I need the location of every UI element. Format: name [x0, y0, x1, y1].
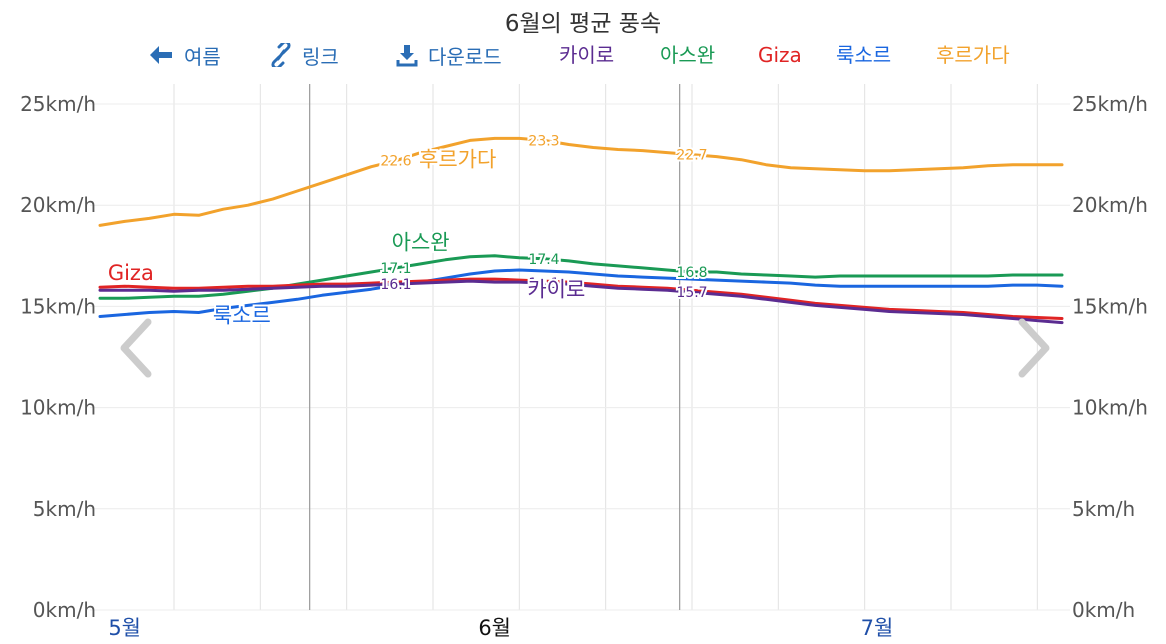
back-button[interactable]: 여름 [148, 40, 221, 70]
data-label: 22.6 [380, 154, 411, 170]
chevron-right-icon[interactable] [1012, 318, 1052, 378]
series-label: Giza [108, 261, 154, 285]
data-label: 22.7 [676, 148, 707, 164]
y-tick-label-right: 25km/h [1072, 92, 1148, 116]
y-tick-label-left: 15km/h [20, 294, 96, 318]
y-tick-label-left: 5km/h [33, 497, 96, 521]
x-tick-label: 5월 [108, 616, 141, 640]
y-tick-label-right: 5km/h [1072, 497, 1135, 521]
data-label: 17.4 [528, 252, 559, 268]
x-tick-label: 7월 [861, 616, 894, 640]
series-line [98, 277, 1064, 320]
legend-item-cairo[interactable]: 카이로 [559, 43, 615, 67]
data-label: 17.1 [380, 261, 411, 277]
data-label: 16.1 [380, 277, 411, 293]
link-button[interactable]: 링크 [270, 40, 339, 70]
arrow-left-icon [150, 46, 172, 64]
legend-item-aswan[interactable]: 아스완 [660, 43, 716, 67]
download-button[interactable]: 다운로드 [396, 40, 502, 70]
legend-item-luxor[interactable]: 룩소르 [836, 43, 892, 67]
series-label: 후르가다 [419, 148, 496, 172]
series-label: 룩소르 [213, 304, 271, 328]
legend-item-hurghada[interactable]: 후르가다 [936, 43, 1010, 67]
y-tick-label-left: 20km/h [20, 193, 96, 217]
chart-title: 6월의 평균 풍속 [504, 11, 662, 37]
series-label: 아스완 [392, 231, 450, 255]
y-tick-label-right: 0km/h [1072, 598, 1135, 622]
chevron-left-icon[interactable] [118, 318, 158, 378]
link-label: 링크 [302, 44, 339, 69]
data-label: 23.3 [528, 133, 559, 149]
back-label: 여름 [184, 44, 221, 69]
link-icon [271, 43, 291, 67]
y-tick-label-left: 25km/h [20, 92, 96, 116]
y-tick-label-right: 15km/h [1072, 294, 1148, 318]
y-tick-label-right: 10km/h [1072, 396, 1148, 420]
y-tick-label-left: 10km/h [20, 396, 96, 420]
y-tick-label-left: 0km/h [33, 598, 96, 622]
data-label: 16.8 [676, 265, 707, 281]
download-label: 다운로드 [428, 44, 502, 69]
data-label: 16.1 [528, 276, 559, 292]
y-tick-label-right: 20km/h [1072, 193, 1148, 217]
toolbar: 여름 링크 다운로드 카이로 아스완 Giza 룩소르 후르가다 [0, 40, 1166, 72]
series-line [98, 279, 1064, 325]
series-line [98, 268, 1064, 318]
x-tick-label: 6월 [478, 616, 511, 640]
download-icon [396, 45, 418, 67]
legend-item-giza[interactable]: Giza [758, 43, 802, 67]
series-line [98, 136, 1064, 227]
data-label: 15.7 [676, 285, 707, 301]
series-label: 카이로 [527, 277, 585, 301]
